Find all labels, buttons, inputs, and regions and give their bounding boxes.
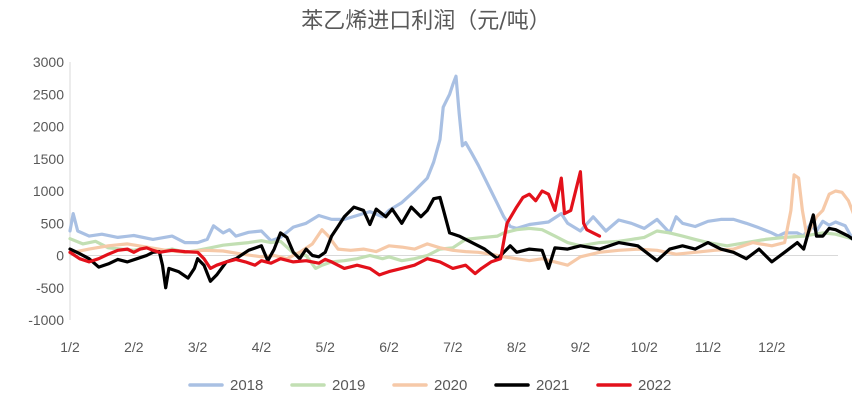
x-tick-label: 10/2 [631,339,658,355]
x-tick-label: 1/2 [60,339,80,355]
chart-title: 苯乙烯进口利润（元/吨） [301,9,550,34]
legend-label-2022: 2022 [638,377,671,394]
y-tick-label: 1000 [33,183,64,199]
y-tick-label: -500 [36,280,64,296]
x-tick-label: 4/2 [252,339,272,355]
y-tick-label: -1000 [28,312,64,328]
y-tick-label: 2000 [33,119,64,135]
x-tick-label: 2/2 [124,339,144,355]
x-tick-label: 6/2 [379,339,399,355]
series-line-2022 [68,170,602,277]
legend-label-2020: 2020 [434,377,467,394]
legend: 2018 2019 2020 2021 2022 [188,377,671,394]
x-tick-label: 8/2 [507,339,527,355]
y-tick-label: 1500 [33,151,64,167]
legend-label-2021: 2021 [536,377,569,394]
y-tick-label: 0 [56,248,64,264]
series-line-2018 [68,74,852,245]
y-axis: 3000 2500 2000 1500 1000 500 0 -500 -1000 [28,54,71,328]
y-tick-label: 3000 [33,54,64,70]
x-tick-label: 3/2 [188,339,208,355]
x-tick-label: 7/2 [443,339,463,355]
plot-area [68,74,852,290]
x-axis: 1/2 2/2 3/2 4/2 5/2 6/2 7/2 8/2 9/2 10/2 11/2 12/2 [60,255,838,355]
series-line-2021 [68,195,852,290]
x-tick-label: 5/2 [315,339,335,355]
y-tick-label: 500 [41,215,65,231]
y-tick-label: 2500 [33,86,64,102]
x-tick-label: 9/2 [571,339,591,355]
legend-label-2018: 2018 [230,377,263,394]
x-tick-label: 12/2 [758,339,785,355]
legend-label-2019: 2019 [332,377,365,394]
x-tick-label: 11/2 [695,339,721,355]
